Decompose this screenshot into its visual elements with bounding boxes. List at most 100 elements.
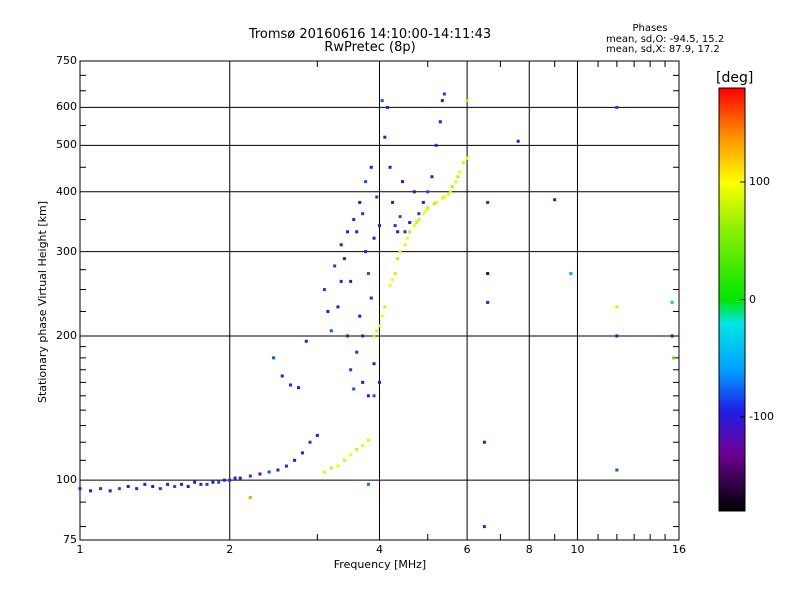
y-tick-label: 500 xyxy=(56,138,77,152)
data-point xyxy=(482,525,486,529)
data-point xyxy=(358,314,362,318)
data-point xyxy=(372,362,376,366)
y-tick-label: 750 xyxy=(56,54,77,67)
data-point xyxy=(333,264,337,268)
data-point xyxy=(434,200,438,204)
data-point xyxy=(276,468,280,472)
data-point xyxy=(426,190,430,194)
data-point xyxy=(342,458,346,462)
data-point xyxy=(329,466,333,470)
data-point xyxy=(117,487,121,491)
data-point xyxy=(388,165,392,169)
data-point xyxy=(426,206,430,210)
data-point xyxy=(315,433,319,437)
data-point xyxy=(408,230,412,234)
data-point xyxy=(393,272,397,276)
data-point xyxy=(342,257,346,261)
data-point xyxy=(199,482,203,486)
data-point xyxy=(89,489,93,493)
y-tick-label: 600 xyxy=(56,100,77,114)
data-point xyxy=(383,305,387,309)
data-point xyxy=(308,440,312,444)
data-point xyxy=(166,482,170,486)
data-point xyxy=(304,339,308,343)
data-point xyxy=(486,300,490,304)
data-point xyxy=(438,120,442,124)
data-point xyxy=(193,480,197,484)
data-point xyxy=(615,105,619,109)
data-point xyxy=(326,309,330,313)
data-point xyxy=(339,279,343,283)
data-point xyxy=(465,99,469,103)
y-tick-label: 100 xyxy=(56,473,77,487)
x-tick-label: 2 xyxy=(226,543,234,556)
phases-heading: Phases xyxy=(632,23,668,34)
data-point xyxy=(349,453,353,457)
data-point xyxy=(670,300,674,304)
data-point xyxy=(375,195,379,199)
data-point xyxy=(372,334,376,338)
data-point xyxy=(615,468,619,472)
chart-subtitle: RwPretec (8p) xyxy=(324,40,416,55)
chart-title: Tromsø 20160616 14:10:00-14:11:43 xyxy=(248,27,492,42)
data-point xyxy=(355,447,359,451)
data-point xyxy=(440,196,444,200)
data-point xyxy=(364,250,368,254)
data-point xyxy=(228,478,232,482)
phases-o-mode: mean, sd,O: -94.5, 15.2 xyxy=(606,34,725,45)
data-point xyxy=(293,458,297,462)
phases-x-mode: mean, sd,X: 87.9, 17.2 xyxy=(606,44,720,55)
data-point xyxy=(361,444,365,448)
data-point xyxy=(205,482,209,486)
data-point xyxy=(403,243,407,247)
data-point xyxy=(380,99,384,103)
data-point xyxy=(385,105,389,109)
data-point xyxy=(358,200,362,204)
data-point xyxy=(158,487,162,491)
data-point xyxy=(393,224,397,228)
data-point xyxy=(421,200,425,204)
data-point xyxy=(233,476,237,480)
data-point xyxy=(403,230,407,234)
data-point xyxy=(670,334,674,338)
data-point xyxy=(378,324,381,328)
data-point xyxy=(180,482,184,486)
data-point xyxy=(388,283,392,287)
data-point xyxy=(322,288,326,292)
data-point xyxy=(346,334,350,338)
data-point xyxy=(346,230,350,234)
data-point xyxy=(391,200,395,204)
data-point xyxy=(378,224,381,228)
data-point xyxy=(364,180,368,184)
x-tick-label: 16 xyxy=(672,543,686,556)
data-point xyxy=(516,139,520,143)
data-point xyxy=(284,464,288,468)
x-tick-label: 8 xyxy=(525,543,533,556)
data-point xyxy=(396,257,400,261)
data-point xyxy=(355,350,359,354)
data-point xyxy=(456,175,460,179)
x-axis-label: Frequency [MHz] xyxy=(333,558,427,571)
data-point xyxy=(135,487,139,491)
data-point xyxy=(424,209,428,213)
data-point xyxy=(458,170,462,174)
data-point xyxy=(258,472,262,476)
data-point xyxy=(217,480,221,484)
grid-lines xyxy=(80,61,679,540)
data-point xyxy=(417,212,421,216)
data-point xyxy=(461,161,465,165)
data-point xyxy=(361,334,365,338)
colorbar-tick-label: -100 xyxy=(749,410,774,423)
data-point xyxy=(143,482,147,486)
data-point xyxy=(322,470,326,474)
data-point xyxy=(222,478,226,482)
data-point xyxy=(211,480,215,484)
data-point xyxy=(186,484,190,488)
phase-colorbar xyxy=(718,87,746,512)
data-point xyxy=(248,495,252,499)
y-tick-label: 75 xyxy=(63,533,77,546)
data-point xyxy=(329,329,333,333)
data-point xyxy=(448,190,452,194)
data-point xyxy=(421,212,425,216)
data-point xyxy=(300,451,304,455)
